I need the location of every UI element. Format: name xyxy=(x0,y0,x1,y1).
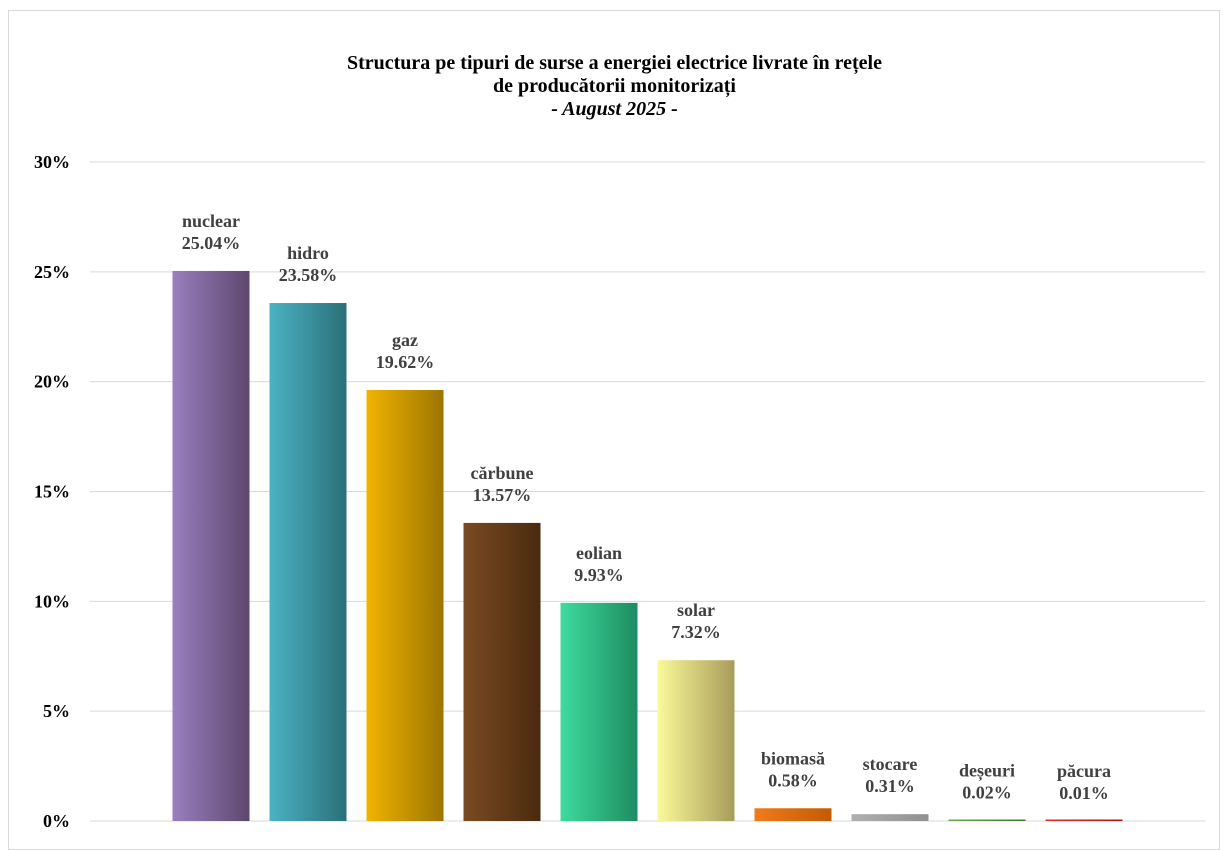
bar-biomasă xyxy=(754,808,832,821)
bar-category-label: cărbune xyxy=(471,463,534,483)
bar-value-label: 0.58% xyxy=(768,770,818,790)
bar-gaz xyxy=(366,390,444,821)
bar-value-label: 0.02% xyxy=(962,783,1012,803)
bar-nuclear xyxy=(172,270,250,821)
bar-category-label: gaz xyxy=(392,330,418,350)
chart-title: Structura pe tipuri de surse a energiei … xyxy=(0,52,1229,121)
bar-păcura xyxy=(1045,819,1123,821)
bar-category-label: păcura xyxy=(1057,761,1111,781)
chart-title-line-1: Structura pe tipuri de surse a energiei … xyxy=(346,52,882,74)
bar-value-label: 19.62% xyxy=(376,352,435,372)
bar-category-label: eolian xyxy=(576,543,622,563)
tick-layer: 0% 5% 10% 15% 20% 25% 30% xyxy=(34,152,70,831)
bar-category-label: hidro xyxy=(287,243,329,263)
chart-subtitle: - August 2025 - xyxy=(551,98,678,120)
bar-value-label: 9.93% xyxy=(574,565,624,585)
y-tick-label: 15% xyxy=(34,482,70,502)
bar-value-label: 0.01% xyxy=(1059,783,1109,803)
bar-value-label: 7.32% xyxy=(671,622,721,642)
y-tick-label: 25% xyxy=(34,262,70,282)
bar-value-label: 13.57% xyxy=(473,485,532,505)
bar-category-label: deșeuri xyxy=(959,761,1015,782)
bar-category-label: stocare xyxy=(863,754,918,774)
chart-title-line-2: de producătorii monitorizați xyxy=(493,75,736,97)
y-tick-label: 5% xyxy=(43,701,70,721)
y-tick-label: 10% xyxy=(34,591,70,611)
bar-category-label: solar xyxy=(677,600,715,620)
grid-layer xyxy=(90,161,1205,822)
bar-category-label: biomasă xyxy=(761,748,825,768)
bar-category-label: nuclear xyxy=(182,211,240,231)
bar-hidro xyxy=(269,303,347,821)
bar-eolian xyxy=(560,602,638,821)
bar-cărbune xyxy=(463,522,541,821)
bar-value-label: 25.04% xyxy=(182,233,241,253)
y-tick-label: 20% xyxy=(34,372,70,392)
bar-value-label: 23.58% xyxy=(279,265,338,285)
bar-stocare xyxy=(851,814,929,821)
y-tick-label: 30% xyxy=(34,152,70,172)
bar-value-label: 0.31% xyxy=(865,776,915,796)
bar-solar xyxy=(657,660,735,821)
bar-deșeuri xyxy=(948,819,1026,821)
y-tick-label: 0% xyxy=(43,811,70,831)
bar-layer xyxy=(172,270,1123,821)
